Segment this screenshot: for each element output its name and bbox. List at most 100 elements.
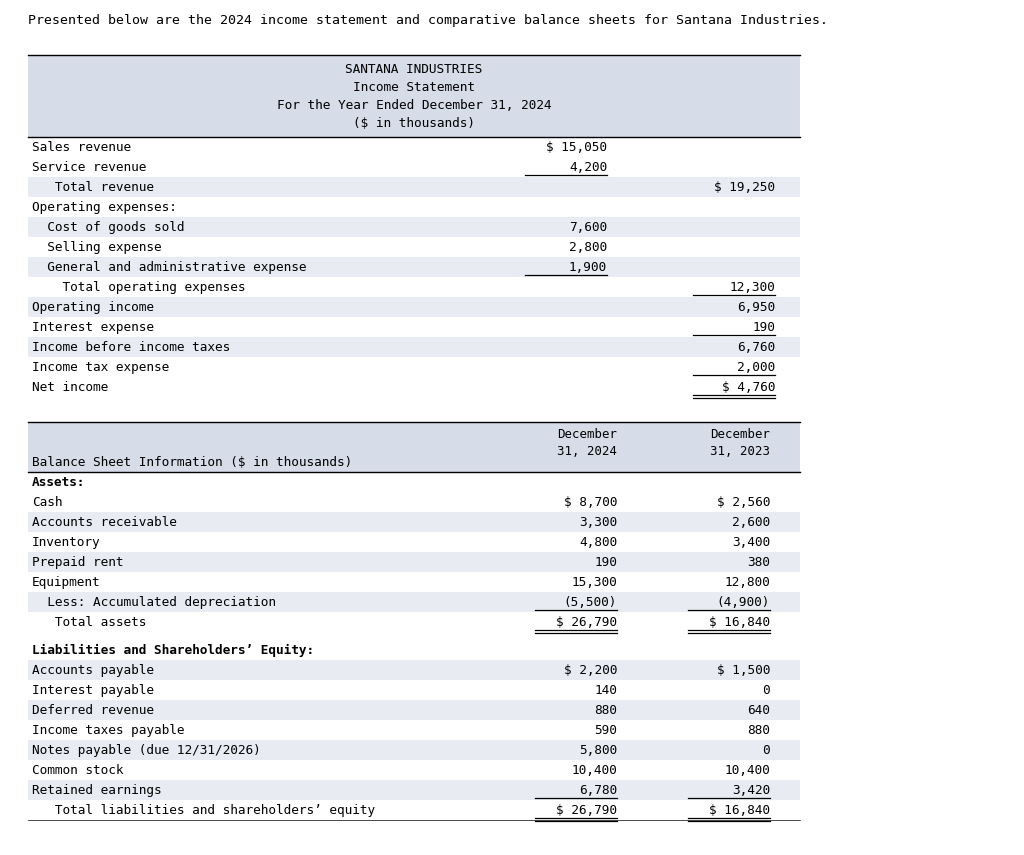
- Text: $ 19,250: $ 19,250: [714, 181, 775, 194]
- Text: $ 4,760: $ 4,760: [722, 381, 775, 394]
- Text: Income tax expense: Income tax expense: [32, 361, 169, 374]
- Text: Accounts receivable: Accounts receivable: [32, 516, 177, 529]
- Text: 140: 140: [594, 684, 617, 697]
- Text: 0: 0: [763, 684, 770, 697]
- Text: $ 2,200: $ 2,200: [563, 664, 617, 677]
- Bar: [28, 297, 800, 317]
- Bar: [28, 780, 800, 800]
- Text: 15,300: 15,300: [571, 576, 617, 589]
- Text: Income taxes payable: Income taxes payable: [32, 724, 184, 737]
- Text: Assets:: Assets:: [32, 476, 85, 489]
- Text: 2,000: 2,000: [737, 361, 775, 374]
- Text: (5,500): (5,500): [563, 596, 617, 609]
- Text: December: December: [710, 428, 770, 441]
- Text: Service revenue: Service revenue: [32, 161, 146, 174]
- Text: Income before income taxes: Income before income taxes: [32, 341, 230, 354]
- Text: 640: 640: [748, 704, 770, 717]
- Text: Total assets: Total assets: [32, 616, 146, 629]
- Text: $ 26,790: $ 26,790: [556, 804, 617, 817]
- Text: Total operating expenses: Total operating expenses: [32, 281, 246, 294]
- Text: Sales revenue: Sales revenue: [32, 141, 131, 154]
- Text: $ 16,840: $ 16,840: [709, 616, 770, 629]
- Text: 10,400: 10,400: [571, 764, 617, 777]
- Text: SANTANA INDUSTRIES: SANTANA INDUSTRIES: [345, 63, 482, 76]
- Text: Selling expense: Selling expense: [32, 241, 162, 254]
- Text: $ 8,700: $ 8,700: [563, 496, 617, 509]
- Text: 4,200: 4,200: [569, 161, 607, 174]
- Text: 6,950: 6,950: [737, 301, 775, 314]
- Bar: [28, 640, 800, 660]
- Text: 0: 0: [763, 744, 770, 757]
- Bar: [28, 377, 800, 397]
- Text: ($ in thousands): ($ in thousands): [353, 117, 475, 130]
- Text: 880: 880: [594, 704, 617, 717]
- Bar: [28, 572, 800, 592]
- Bar: [28, 512, 800, 532]
- Bar: [28, 277, 800, 297]
- Text: 190: 190: [752, 321, 775, 334]
- Bar: [28, 317, 800, 337]
- Text: (4,900): (4,900): [717, 596, 770, 609]
- Text: $ 15,050: $ 15,050: [546, 141, 607, 154]
- Text: Cost of goods sold: Cost of goods sold: [32, 221, 184, 234]
- Bar: [28, 197, 800, 217]
- Text: 5,800: 5,800: [579, 744, 617, 757]
- Text: Liabilities and Shareholders’ Equity:: Liabilities and Shareholders’ Equity:: [32, 644, 314, 657]
- Text: Total liabilities and shareholders’ equity: Total liabilities and shareholders’ equi…: [32, 804, 375, 817]
- Bar: [28, 760, 800, 780]
- Bar: [28, 472, 800, 492]
- Text: $ 16,840: $ 16,840: [709, 804, 770, 817]
- Text: 1,900: 1,900: [569, 261, 607, 274]
- Bar: [28, 157, 800, 177]
- Text: General and administrative expense: General and administrative expense: [32, 261, 306, 274]
- Text: $ 1,500: $ 1,500: [717, 664, 770, 677]
- Text: 3,300: 3,300: [579, 516, 617, 529]
- Text: Income Statement: Income Statement: [353, 81, 475, 94]
- Bar: [28, 55, 800, 137]
- Text: Interest payable: Interest payable: [32, 684, 154, 697]
- Text: 31, 2024: 31, 2024: [557, 445, 617, 458]
- Text: Cash: Cash: [32, 496, 62, 509]
- Text: 880: 880: [748, 724, 770, 737]
- Text: December: December: [557, 428, 617, 441]
- Bar: [28, 532, 800, 552]
- Text: Operating expenses:: Operating expenses:: [32, 201, 177, 214]
- Text: Notes payable (due 12/31/2026): Notes payable (due 12/31/2026): [32, 744, 261, 757]
- Text: 12,300: 12,300: [729, 281, 775, 294]
- Text: 380: 380: [748, 556, 770, 569]
- Text: Less: Accumulated depreciation: Less: Accumulated depreciation: [32, 596, 276, 609]
- Bar: [28, 357, 800, 377]
- Text: 3,420: 3,420: [732, 784, 770, 797]
- Text: 2,600: 2,600: [732, 516, 770, 529]
- Bar: [28, 720, 800, 740]
- Text: 3,400: 3,400: [732, 536, 770, 549]
- Text: 4,800: 4,800: [579, 536, 617, 549]
- Bar: [28, 492, 800, 512]
- Text: Operating income: Operating income: [32, 301, 154, 314]
- Text: Balance Sheet Information ($ in thousands): Balance Sheet Information ($ in thousand…: [32, 456, 352, 469]
- Text: $ 2,560: $ 2,560: [717, 496, 770, 509]
- Text: For the Year Ended December 31, 2024: For the Year Ended December 31, 2024: [276, 99, 551, 112]
- Text: 6,780: 6,780: [579, 784, 617, 797]
- Text: Deferred revenue: Deferred revenue: [32, 704, 154, 717]
- Text: 190: 190: [594, 556, 617, 569]
- Bar: [28, 740, 800, 760]
- Bar: [28, 612, 800, 632]
- Text: Interest expense: Interest expense: [32, 321, 154, 334]
- Text: Retained earnings: Retained earnings: [32, 784, 162, 797]
- Bar: [28, 237, 800, 257]
- Text: Common stock: Common stock: [32, 764, 124, 777]
- Bar: [28, 337, 800, 357]
- Bar: [28, 680, 800, 700]
- Bar: [28, 422, 800, 472]
- Text: Presented below are the 2024 income statement and comparative balance sheets for: Presented below are the 2024 income stat…: [28, 14, 828, 27]
- Text: Net income: Net income: [32, 381, 109, 394]
- Text: 2,800: 2,800: [569, 241, 607, 254]
- Text: Total revenue: Total revenue: [32, 181, 154, 194]
- Bar: [28, 592, 800, 612]
- Text: Accounts payable: Accounts payable: [32, 664, 154, 677]
- Bar: [28, 800, 800, 820]
- Bar: [28, 660, 800, 680]
- Text: 7,600: 7,600: [569, 221, 607, 234]
- Bar: [28, 552, 800, 572]
